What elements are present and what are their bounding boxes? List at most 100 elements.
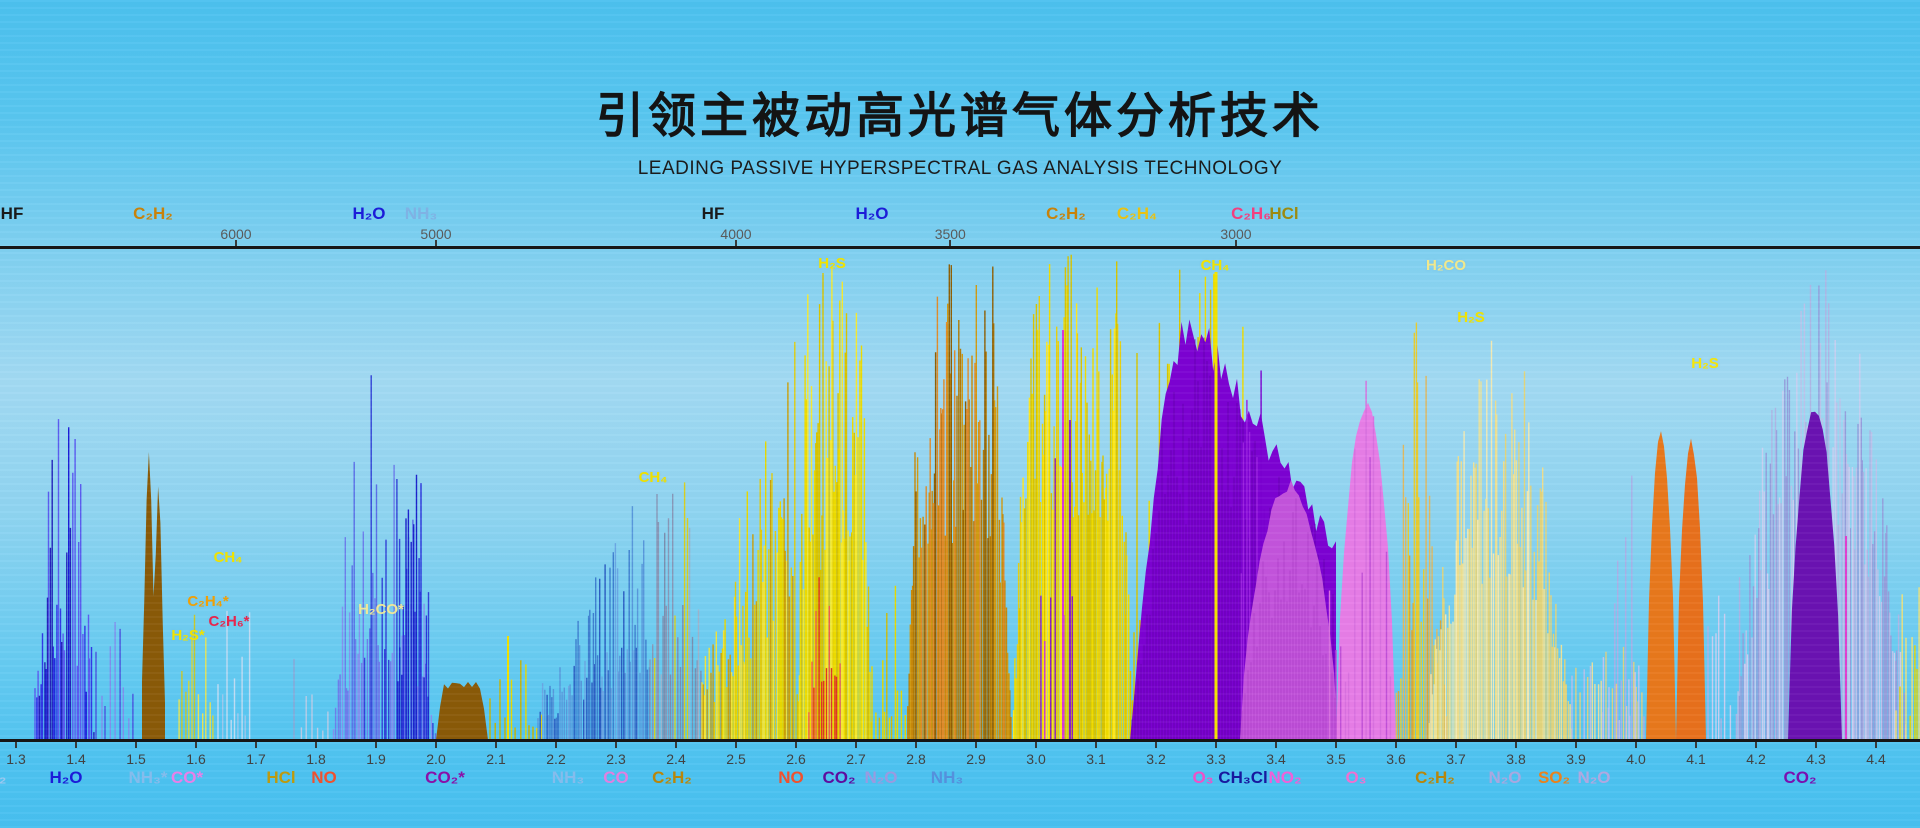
wavelength-tick <box>1575 742 1577 748</box>
spectral-lines-band <box>1323 457 1388 740</box>
wavelength-tick <box>915 742 917 748</box>
gas-band-label: CO₂ <box>822 768 856 787</box>
spectral-lines-band <box>549 550 651 740</box>
spectral-solid-band <box>1646 431 1676 740</box>
spectral-striations <box>1241 498 1336 740</box>
gas-band-label: HCl <box>1269 204 1299 223</box>
wavelength-tick-label: 3.7 <box>1446 751 1466 767</box>
spectral-lines-band <box>654 482 689 740</box>
wavelength-tick <box>855 742 857 748</box>
wavelength-tick-label: 2.3 <box>606 751 626 767</box>
spectral-lines-band <box>188 631 214 740</box>
spectral-lines-band <box>95 628 134 740</box>
wavelength-tick-label: 4.4 <box>1866 751 1886 767</box>
wavelength-tick <box>735 742 737 748</box>
in-chart-gas-label: H₂CO* <box>358 601 404 618</box>
wavelength-tick-label: 1.8 <box>306 751 326 767</box>
in-chart-gas-label: C₂H₆* <box>208 613 250 630</box>
gas-band-label: C₂H₂ <box>133 204 173 223</box>
spectral-lines-band <box>1895 587 1920 740</box>
spectral-lines-band <box>217 610 251 740</box>
wavelength-tick-label: 2.4 <box>666 751 686 767</box>
spectral-lines-band <box>1016 296 1126 740</box>
wavelength-tick-label: 3.3 <box>1206 751 1226 767</box>
wavelength-tick-label: 3.5 <box>1326 751 1346 767</box>
gas-band-label: CO <box>603 768 629 787</box>
page-title: 引领主被动高光谱气体分析技术 <box>595 90 1324 143</box>
wavelength-tick <box>375 742 377 748</box>
spectral-lines-band <box>1711 595 1732 740</box>
wavelength-tick-label: 2.9 <box>966 751 986 767</box>
wavelength-tick <box>615 742 617 748</box>
spectral-lines-band <box>915 264 994 740</box>
spectral-lines-band <box>1430 340 1556 740</box>
spectral-lines-band <box>1437 371 1573 740</box>
spectral-lines-band <box>871 585 906 740</box>
spectral-solid-band <box>1788 411 1842 740</box>
wavelength-tick <box>1875 742 1877 748</box>
gas-band-label: CO₂ <box>1783 768 1817 787</box>
spectral-lines-band <box>222 694 246 740</box>
spectral-lines-band <box>1899 645 1918 740</box>
bottom-axis-line <box>0 739 1920 742</box>
gas-band-label: C₂H₆ <box>1231 204 1271 223</box>
spectral-lines-band <box>798 266 867 740</box>
in-chart-gas-label: C₂H₄* <box>187 593 229 610</box>
wavelength-tick <box>555 742 557 748</box>
gas-band-label: HF <box>0 204 24 223</box>
spectral-lines-band <box>1040 458 1073 740</box>
spectral-lines-band <box>537 506 645 740</box>
spectral-lines-band <box>34 419 91 740</box>
wavenumber-tick-label: 6000 <box>220 226 252 242</box>
wavelength-tick-label: 2.7 <box>846 751 866 767</box>
wavelength-tick <box>15 742 17 748</box>
wavelength-tick <box>1635 742 1637 748</box>
spectral-lines-band <box>713 341 796 740</box>
gas-band-label: C₂H₂ <box>1415 768 1455 787</box>
wavelength-tick <box>195 742 197 748</box>
spectral-lines-band <box>510 664 543 740</box>
spectral-lines-band <box>45 427 87 740</box>
gas-band-label: O₂ <box>0 768 7 787</box>
gas-band-label: HCl <box>266 768 296 787</box>
wavelength-tick <box>75 742 77 748</box>
gas-band-label: SO₂ <box>1537 768 1571 787</box>
spectral-lines-band <box>541 543 635 740</box>
wavelength-tick-label: 1.7 <box>246 751 266 767</box>
gas-band-label: H₂O <box>352 204 386 223</box>
spectral-lines-band <box>1614 475 1645 740</box>
wavelength-tick <box>135 742 137 748</box>
wavenumber-tick <box>1235 240 1237 246</box>
gas-band-label: NO <box>311 768 337 787</box>
spectral-lines-band <box>702 382 794 740</box>
in-chart-gas-label: H₂CO <box>1426 257 1466 274</box>
in-chart-gas-label: CH₄ <box>213 549 243 566</box>
wavenumber-tick <box>235 240 237 246</box>
gas-band-label: H₂O <box>855 204 889 223</box>
gas-band-label: HF <box>701 204 725 223</box>
wavelength-tick-label: 2.2 <box>546 751 566 767</box>
gas-band-label: NH₃ <box>551 768 585 787</box>
in-chart-gas-label: H₂S* <box>171 627 205 644</box>
wavelength-tick-label: 2.5 <box>726 751 746 767</box>
in-chart-gas-label: H₂S <box>1691 355 1719 372</box>
spectral-lines-band <box>38 459 95 740</box>
wavenumber-tick <box>949 240 952 246</box>
gas-band-label: CH₃Cl <box>1218 768 1268 787</box>
spectral-solid-band <box>1676 438 1706 740</box>
wavelength-tick-label: 4.1 <box>1686 751 1706 767</box>
spectral-lines-band <box>799 300 871 740</box>
spectral-lines-band <box>721 441 784 740</box>
wavelength-tick <box>1095 742 1097 748</box>
wavelength-tick <box>1155 742 1157 748</box>
spectral-lines-band <box>36 604 93 740</box>
wavelength-tick <box>795 742 797 748</box>
wavelength-tick <box>1335 742 1337 748</box>
wavelength-tick-label: 2.8 <box>906 751 926 767</box>
spectral-lines-band <box>660 527 700 740</box>
spectral-lines-band <box>101 622 130 740</box>
spectral-solid-band <box>436 682 488 740</box>
wavenumber-tick-label: 5000 <box>420 226 452 242</box>
gas-band-label: O₃ <box>1345 768 1367 787</box>
